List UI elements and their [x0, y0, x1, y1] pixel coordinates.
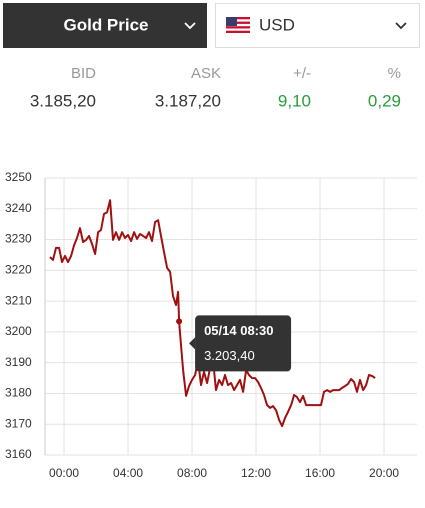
y-tick-label: 3170 — [5, 416, 32, 430]
quote-value: 3.185,20 — [30, 91, 96, 110]
chevron — [184, 22, 196, 30]
price-chart: 3160 3170 3180 3190 3200 3210 3220 3230 3240 3250… — [5, 170, 417, 480]
quote-value: 9,10 — [278, 91, 311, 110]
instrument-label[interactable]: Gold Price — [63, 15, 148, 34]
quote-header: +/- — [293, 65, 311, 82]
quote-header: BID — [71, 65, 96, 82]
quote-table: BID 3.185,20 ASK 3.187,20 +/- 9,10% 0,29 — [30, 65, 401, 111]
quote-header: % — [388, 65, 401, 82]
instrument-select-box[interactable] — [3, 3, 207, 48]
quote-header: ASK — [191, 65, 221, 82]
x-tick-label: 00:00 — [49, 466, 79, 480]
quote-value: 3.187,20 — [155, 91, 221, 110]
x-tick-label: 04:00 — [113, 466, 143, 480]
y-tick-label: 3250 — [5, 170, 32, 184]
y-tick-label: 3240 — [5, 201, 32, 215]
tooltip-box — [195, 315, 292, 372]
instrument-select[interactable]: Gold Price — [3, 3, 207, 48]
x-tick-label: 08:00 — [177, 466, 207, 480]
tooltip-title: 05/14 08:30 — [204, 323, 273, 338]
tooltip-arrow — [189, 337, 196, 350]
x-tick-label: 16:00 — [305, 466, 335, 480]
quote-value: 0,29 — [368, 91, 401, 110]
y-tick-label: 3190 — [5, 355, 32, 369]
currency-select[interactable]: USD — [215, 3, 420, 48]
x-tick-label: 12:00 — [241, 466, 271, 480]
y-tick-label: 3220 — [5, 263, 32, 277]
currency-label[interactable]: USD — [259, 15, 295, 34]
y-tick-label: 3230 — [5, 232, 32, 246]
y-tick-label: 3210 — [5, 293, 32, 307]
us-flag — [226, 17, 250, 33]
tooltip-point — [176, 318, 183, 325]
tooltip-value: 3.203,40 — [204, 348, 255, 363]
chevron — [395, 22, 407, 30]
price-line — [49, 199, 376, 428]
y-tick-label: 3180 — [5, 386, 32, 400]
y-tick-label: 3160 — [5, 447, 32, 461]
y-tick-label: 3200 — [5, 324, 32, 338]
x-tick-label: 20:00 — [369, 466, 399, 480]
